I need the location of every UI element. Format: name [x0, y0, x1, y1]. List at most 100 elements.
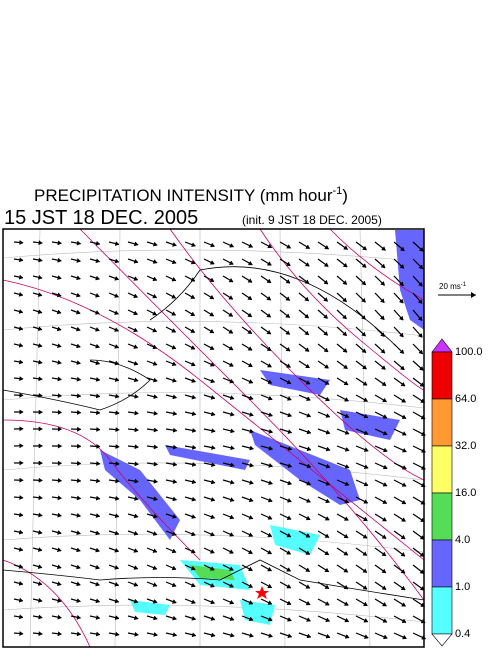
- wind-arrow-head: [209, 549, 215, 554]
- wind-arrow-head: [191, 394, 197, 400]
- wind-arrow-head: [19, 631, 24, 636]
- wind-arrow-head: [152, 241, 158, 247]
- map: [2, 228, 427, 648]
- wind-arrow-head: [76, 343, 81, 349]
- wind-arrow-head: [325, 617, 331, 623]
- wind-arrow-head: [248, 379, 254, 384]
- wind-arrow-head: [191, 461, 197, 467]
- wind-arrow-head: [400, 381, 406, 387]
- wind-arrow-head: [306, 633, 312, 639]
- wind-arrow-head: [115, 393, 120, 399]
- wind-arrow-head: [95, 258, 101, 264]
- wind-arrow-head: [248, 532, 254, 537]
- wind-arrow-head: [325, 498, 330, 504]
- wind-arrow-head: [95, 275, 100, 281]
- wind-arrow-head: [248, 497, 254, 503]
- wind-arrow-head: [247, 278, 253, 283]
- wind-arrow-head: [57, 443, 63, 449]
- wind-arrow-head: [133, 344, 139, 349]
- title-main: PRECIPITATION INTENSITY (mm hour: [34, 186, 333, 205]
- wind-arrow-head: [379, 315, 385, 321]
- wind-arrow-head: [343, 364, 348, 369]
- wind-arrow-head: [114, 293, 119, 298]
- wind-arrow-head: [114, 530, 120, 536]
- wind-arrow-head: [381, 246, 386, 251]
- wind-arrow-head: [399, 264, 405, 269]
- wind-arrow-head: [56, 292, 62, 298]
- wind-arrow-head: [76, 598, 81, 604]
- wind-arrow-head: [248, 600, 254, 605]
- wind-arrow-head: [37, 342, 43, 348]
- grid-line: [2, 321, 425, 337]
- wind-arrow-head: [305, 515, 311, 521]
- wind-arrow-head: [363, 447, 369, 452]
- wind-arrow-head: [287, 463, 293, 468]
- coastline: [2, 266, 425, 601]
- wind-arrow-head: [267, 549, 273, 555]
- wind-arrow-head: [362, 534, 368, 539]
- wind-arrow-head: [172, 377, 177, 383]
- wind-arrow-head: [19, 443, 24, 449]
- wind-arrow-head: [249, 411, 254, 417]
- wind-arrow-head: [38, 257, 43, 263]
- wind-arrow-head: [325, 463, 331, 469]
- wind-arrow-head: [267, 600, 273, 605]
- wind-arrow-head: [361, 263, 367, 268]
- wind-arrow-head: [400, 551, 406, 557]
- wind-arrow-head: [76, 409, 82, 415]
- wind-arrow-head: [229, 378, 235, 384]
- wind-arrow-head: [304, 279, 310, 284]
- wind-arrow-head: [210, 394, 216, 400]
- wind-arrow-head: [56, 547, 62, 553]
- wind-arrow-head: [286, 600, 292, 606]
- wind-arrow-head: [18, 580, 24, 586]
- vector-scale-exponent: -1: [461, 282, 467, 288]
- wind-arrow-head: [285, 296, 291, 301]
- wind-arrow-head: [229, 411, 235, 417]
- wind-arrow-head: [114, 327, 119, 332]
- wind-arrow-head: [172, 444, 178, 450]
- wind-arrow-head: [172, 513, 177, 519]
- colorbar-label: 32.0: [455, 440, 476, 452]
- wind-arrow-head: [304, 261, 310, 267]
- wind-arrow-head: [305, 550, 311, 555]
- wind-arrow-head: [344, 464, 350, 469]
- wind-arrow-head: [323, 297, 329, 302]
- wind-arrow-head: [229, 242, 235, 248]
- wind-arrow-head: [115, 444, 120, 450]
- wind-arrow-head: [133, 598, 139, 604]
- wind-arrow-head: [323, 314, 328, 319]
- wind-arrow-head: [134, 410, 139, 416]
- wind-arrow-head: [401, 482, 407, 487]
- wind-arrow-head: [248, 616, 254, 622]
- colorbar-label: 4.0: [455, 534, 470, 546]
- wind-arrow-head: [267, 616, 273, 622]
- location-star: [255, 586, 269, 599]
- wind-arrow-head: [75, 292, 81, 298]
- wind-arrow-head: [37, 326, 43, 332]
- wind-arrow-head: [382, 430, 388, 436]
- wind-arrow-head: [115, 631, 120, 637]
- wind-arrow-head: [398, 298, 404, 304]
- wind-arrow-head: [304, 347, 310, 352]
- vector-scale: 20 ms-1: [438, 282, 476, 298]
- wind-arrow-head: [229, 599, 235, 605]
- wind-arrow-head: [380, 332, 385, 337]
- wind-arrow-head: [247, 312, 253, 318]
- wind-arrow-head: [114, 513, 120, 519]
- wind-arrow-head: [325, 429, 331, 435]
- wind-arrow-head: [361, 297, 366, 303]
- wind-arrow-head: [96, 478, 101, 484]
- wind-arrow-head: [210, 599, 215, 605]
- wind-arrow-head: [228, 549, 234, 554]
- wind-arrow-head: [134, 427, 139, 433]
- wind-arrow-head: [76, 460, 82, 466]
- wind-arrow-head: [96, 426, 101, 432]
- wind-arrow-head: [152, 344, 158, 350]
- wind-arrow-head: [95, 614, 101, 620]
- wind-arrow-head: [228, 345, 234, 351]
- wind-arrow-head: [75, 326, 81, 332]
- wind-arrow-head: [344, 413, 350, 419]
- wind-arrow-head: [381, 568, 387, 574]
- wind-arrow-head: [382, 618, 388, 623]
